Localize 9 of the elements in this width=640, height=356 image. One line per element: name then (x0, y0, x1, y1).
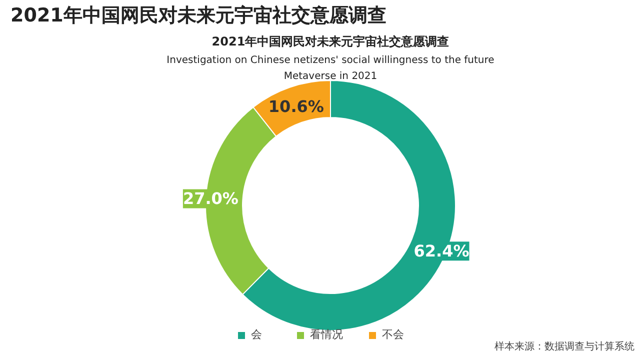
data-label: 62.4% (414, 242, 470, 261)
data-label: 10.6% (268, 96, 324, 116)
legend-label: 会 (251, 327, 263, 342)
data-label: 27.0% (182, 189, 238, 208)
text: 样本来源：数据调查与计算系统 (494, 340, 634, 352)
chart-subtitle: 2021年中国网民对未来元宇宙社交意愿调查 Investigation on Chinese netizens' social willingness to the future Metaverse in 2021 (166, 34, 494, 82)
legend-label: 看情况 (310, 327, 343, 342)
legend-label: 不会 (382, 327, 404, 342)
chart-title: 2021年中国网民对未来元宇宙社交意愿调查 (10, 4, 386, 26)
